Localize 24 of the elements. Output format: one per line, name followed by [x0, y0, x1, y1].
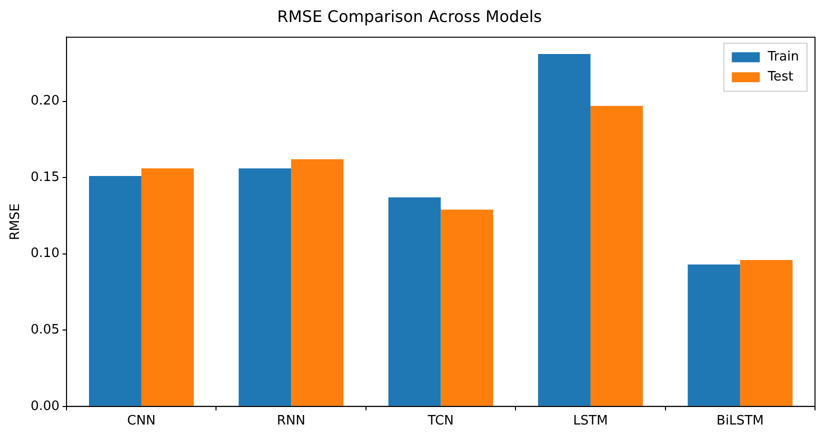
bar: [388, 197, 441, 406]
x-tick-label: RNN: [276, 414, 306, 429]
y-tick-label: 0.10: [30, 246, 60, 262]
y-tick-label: 0.05: [30, 322, 60, 338]
bar: [688, 264, 740, 406]
bar: [538, 54, 590, 406]
y-axis-title: RMSE: [8, 203, 24, 240]
y-tick-label: 0.20: [30, 94, 60, 109]
bar: [141, 168, 194, 406]
y-tick-label: 0.00: [30, 398, 60, 414]
y-tick-label: 0.15: [30, 170, 60, 185]
legend-label: Train: [766, 50, 800, 65]
bar: [740, 260, 793, 406]
legend-label: Test: [766, 70, 794, 85]
x-tick-label: TCN: [426, 414, 454, 429]
bar: [440, 210, 494, 406]
x-tick-label: BiLSTM: [716, 414, 764, 429]
bar: [590, 106, 643, 406]
bar: [89, 176, 142, 406]
x-tick-label: LSTM: [573, 414, 608, 429]
chart-title: RMSE Comparison Across Models: [277, 6, 542, 26]
bar: [238, 168, 292, 406]
bar: [291, 159, 344, 406]
x-tick-label: CNN: [127, 414, 156, 429]
